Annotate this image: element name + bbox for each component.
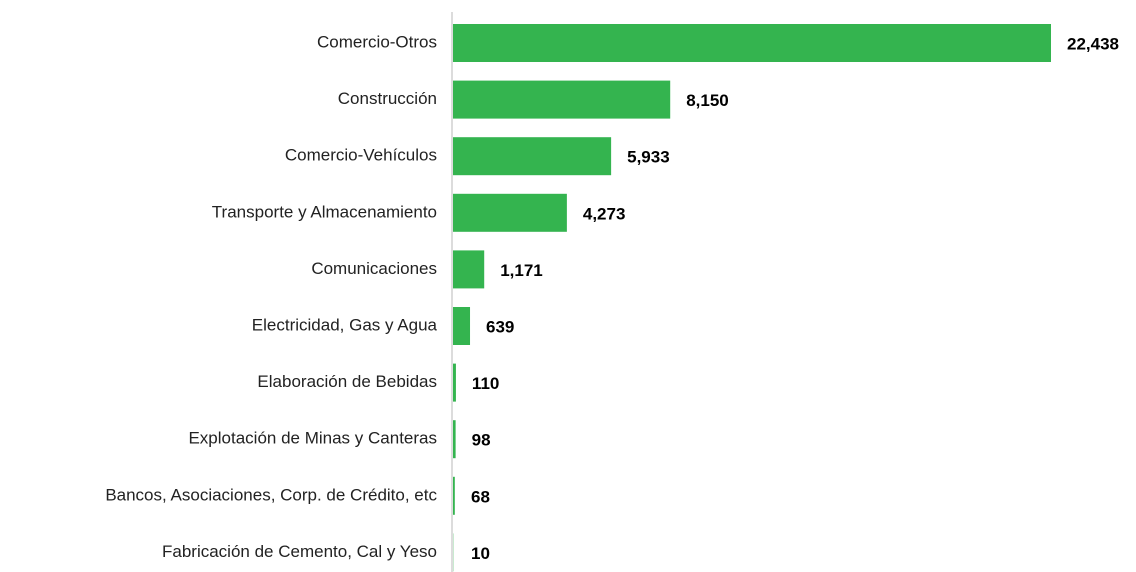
category-label: Elaboración de Bebidas	[257, 372, 437, 391]
bar	[453, 307, 471, 345]
category-label: Comunicaciones	[311, 259, 437, 278]
bar	[453, 193, 567, 232]
value-label: 98	[472, 431, 491, 450]
bar	[453, 363, 456, 402]
bar	[453, 420, 456, 459]
category-label: Bancos, Asociaciones, Corp. de Crédito, …	[105, 485, 437, 504]
bar	[453, 80, 671, 119]
bar	[453, 137, 612, 176]
value-label: 4,273	[583, 204, 626, 223]
category-label: Comercio-Vehículos	[285, 146, 437, 165]
value-label: 110	[472, 374, 499, 393]
category-label: Comercio-Otros	[317, 32, 437, 51]
value-label: 8,150	[686, 91, 729, 110]
bar	[453, 250, 485, 289]
category-label: Transporte y Almacenamiento	[212, 202, 437, 221]
value-label: 10	[471, 544, 490, 563]
bar	[453, 476, 455, 515]
category-label: Electricidad, Gas y Agua	[252, 315, 438, 334]
value-label: 1,171	[500, 261, 543, 280]
bar	[453, 24, 1051, 62]
category-label: Fabricación de Cemento, Cal y Yeso	[162, 542, 437, 561]
value-label: 68	[471, 487, 490, 506]
category-label: Construcción	[338, 89, 437, 108]
category-label: Explotación de Minas y Canteras	[188, 429, 437, 448]
value-label: 22,438	[1067, 34, 1119, 53]
value-label: 639	[486, 317, 514, 336]
value-label: 5,933	[627, 148, 670, 167]
